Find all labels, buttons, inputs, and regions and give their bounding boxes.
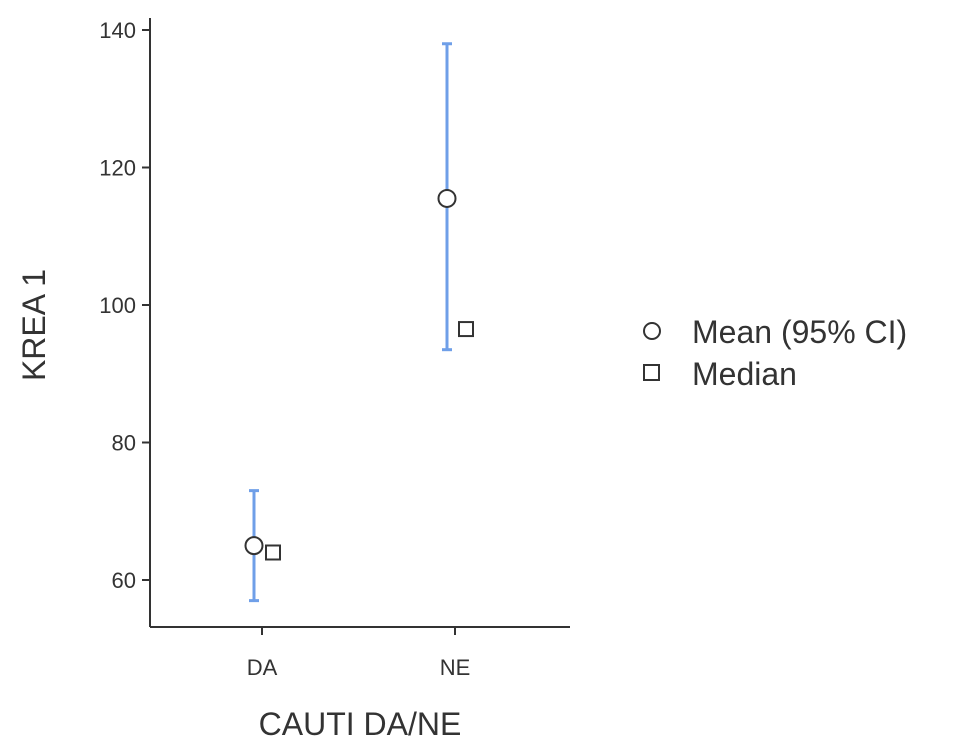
median-marker	[458, 321, 474, 338]
legend-mean-label: Mean (95% CI)	[692, 314, 907, 350]
legend-median-marker	[643, 364, 660, 381]
legend-median-label: Median	[692, 356, 797, 392]
legend: Mean (95% CI) Median	[643, 314, 907, 392]
y-tick-label: 120	[99, 156, 136, 181]
mean-marker	[244, 536, 264, 556]
plot-area: 60 80 100 120 140 DA NE	[99, 18, 570, 680]
y-tick-label: 80	[112, 431, 136, 456]
x-tick-label: DA	[247, 655, 278, 680]
mean-marker	[437, 188, 457, 208]
x-tick-label: NE	[440, 655, 471, 680]
x-axis-title: CAUTI DA/NE	[259, 706, 462, 740]
median-marker	[265, 544, 281, 561]
y-tick-label: 140	[99, 18, 136, 43]
y-axis-title: KREA 1	[16, 269, 52, 381]
y-tick-label: 60	[112, 568, 136, 593]
legend-mean-marker	[643, 322, 661, 340]
y-tick-label: 100	[99, 293, 136, 318]
